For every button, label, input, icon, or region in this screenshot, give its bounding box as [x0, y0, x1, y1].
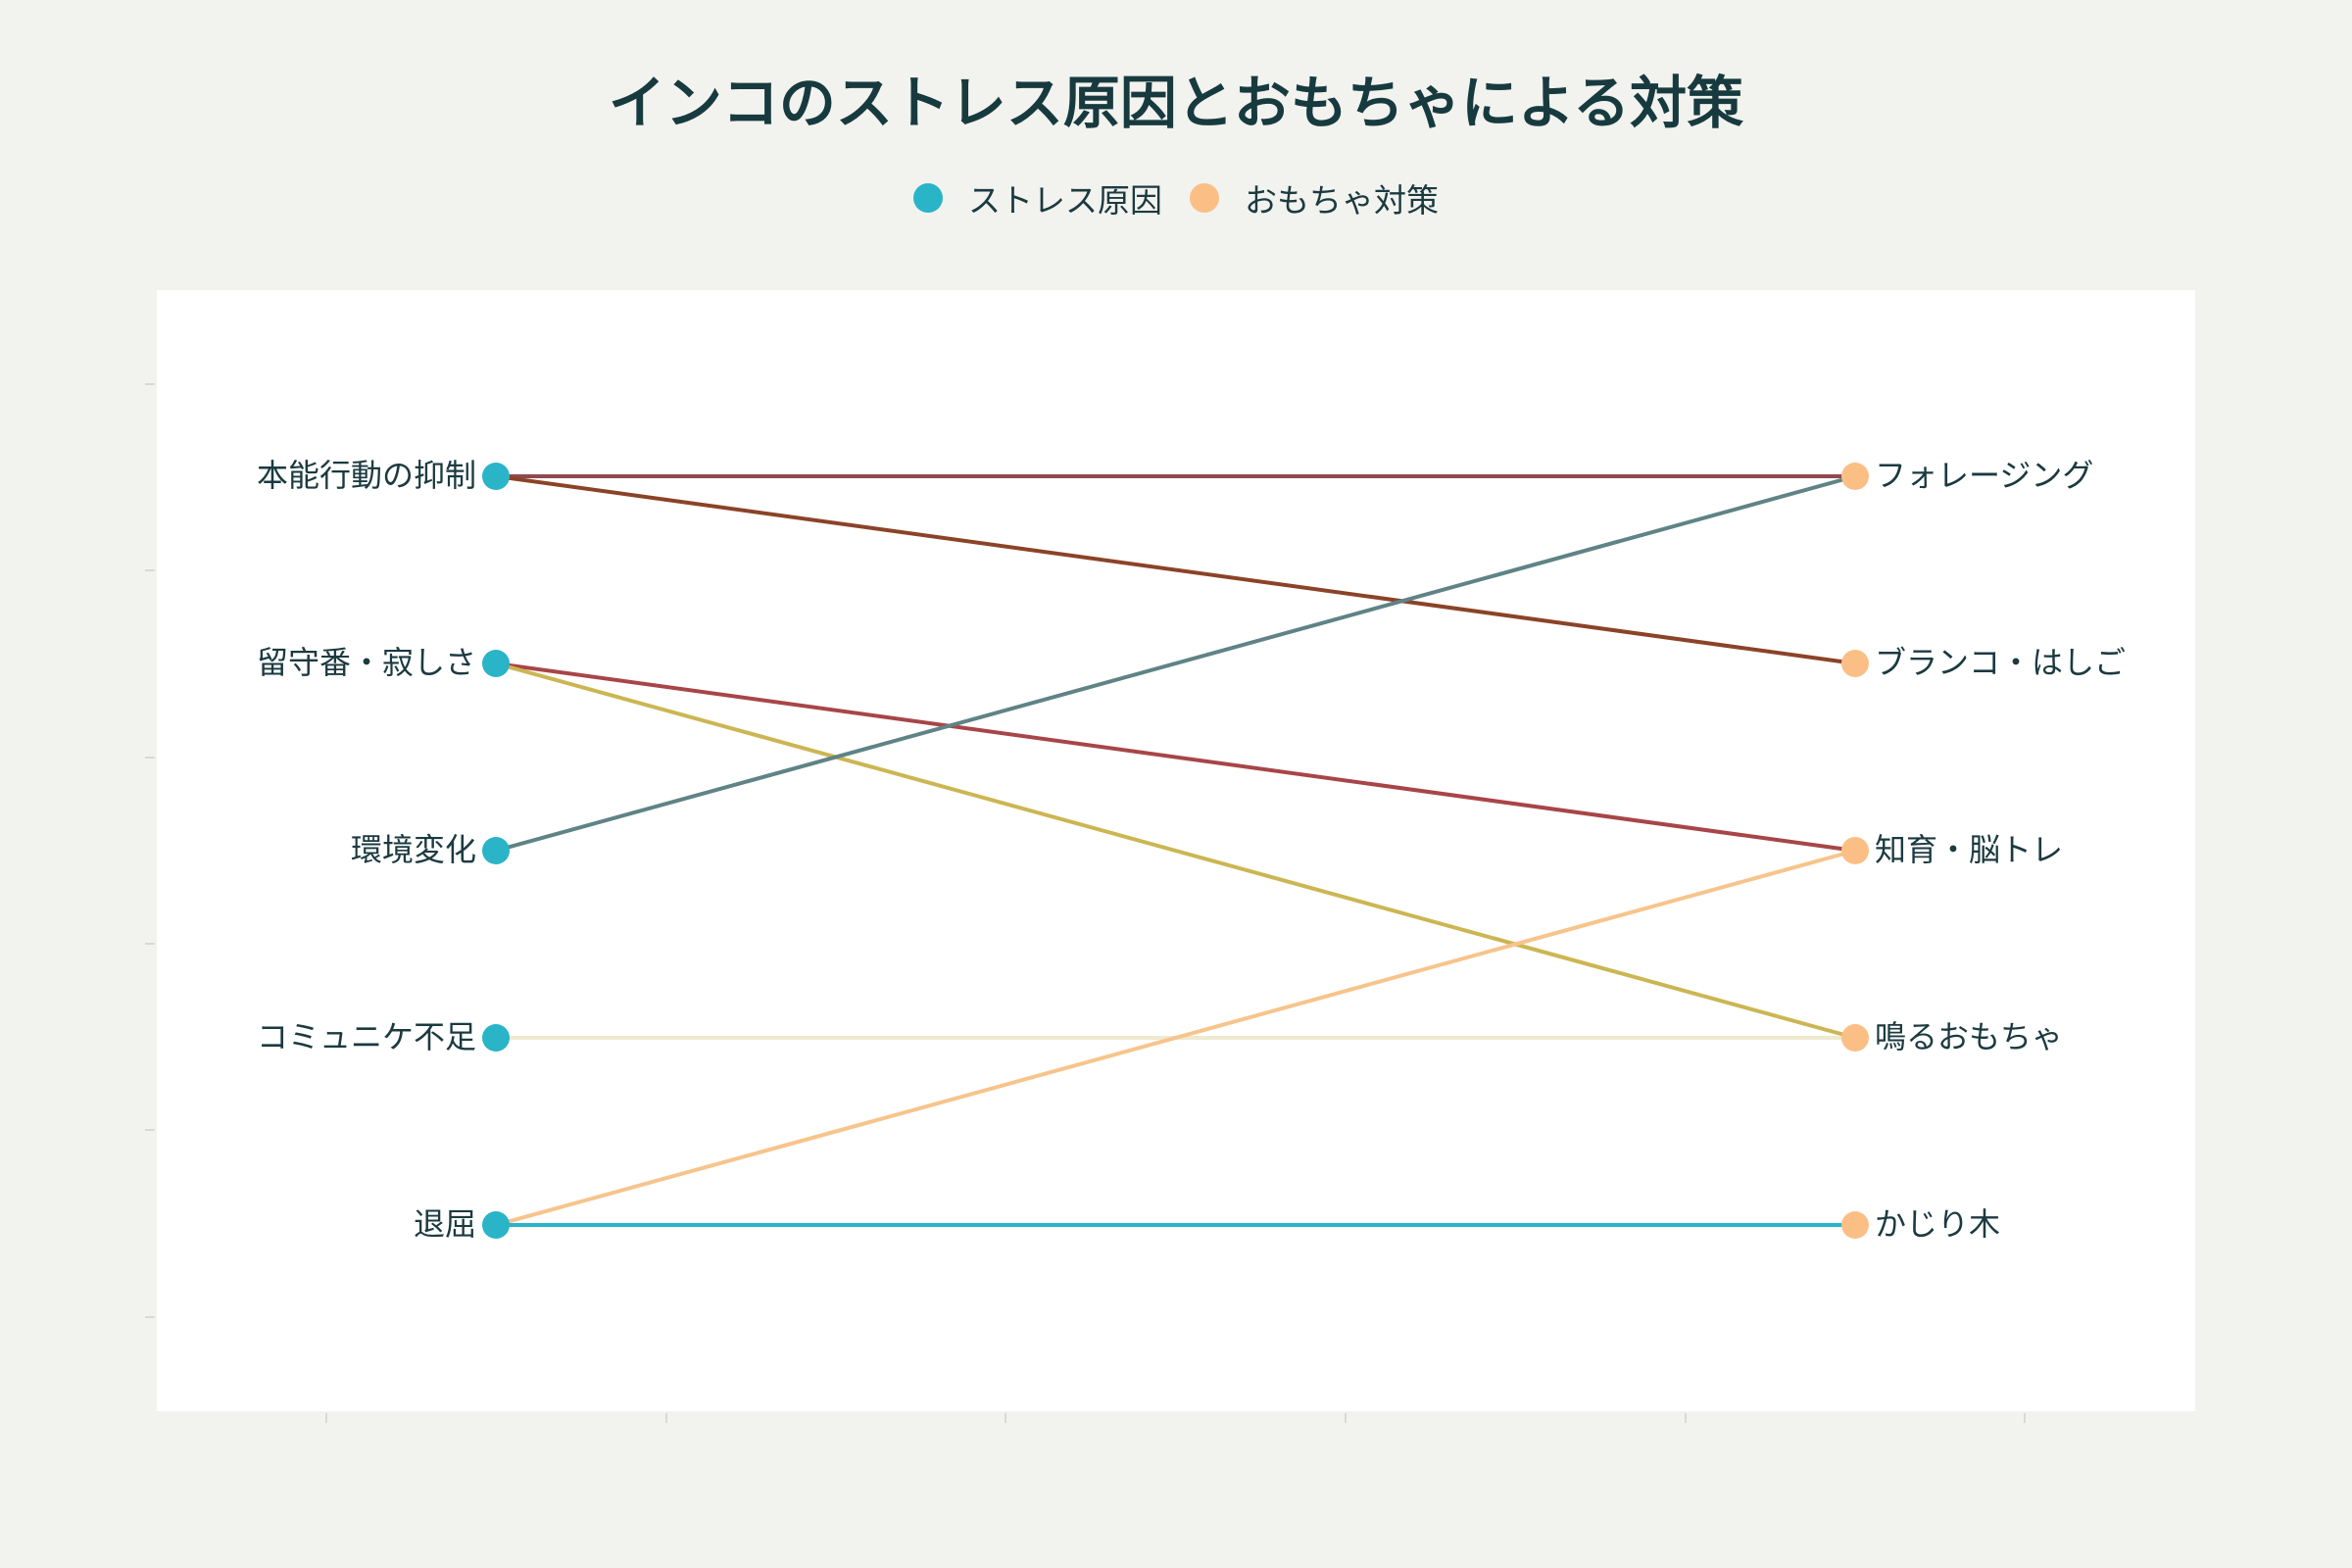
- toy-node-4: [1841, 1211, 1869, 1239]
- cause-node-3: [482, 1024, 510, 1052]
- link-line-3: [494, 662, 1857, 1040]
- legend-causes-label: ストレス原因: [968, 181, 1162, 220]
- toy-node-0: [1841, 463, 1869, 490]
- link-line-1: [494, 474, 1857, 665]
- toy-node-2: [1841, 837, 1869, 864]
- legend-toys-label: おもちゃ対策: [1245, 181, 1439, 220]
- cause-node-0: [482, 463, 510, 490]
- legend-item-toys[interactable]: おもちゃ対策: [1190, 174, 1439, 221]
- link-line-2: [494, 662, 1857, 853]
- toy-label-0: フォレージング: [1875, 457, 2093, 494]
- cause-label-0: 本能行動の抑制: [257, 457, 476, 494]
- cause-node-4: [482, 1211, 510, 1239]
- toy-label-2: 知育・脳トレ: [1875, 831, 2063, 868]
- cause-label-3: コミュニケ不足: [257, 1018, 476, 1055]
- legend-toys-marker: [1190, 183, 1219, 213]
- toy-node-1: [1841, 650, 1869, 677]
- link-line-6: [494, 849, 1857, 1227]
- toy-label-3: 鳴るおもちゃ: [1875, 1018, 2063, 1055]
- legend-causes-marker: [913, 183, 943, 213]
- cause-label-2: 環境変化: [351, 831, 476, 868]
- link-line-4: [494, 474, 1857, 853]
- link-lines: [494, 474, 1857, 1227]
- toy-label-4: かじり木: [1875, 1205, 2000, 1243]
- legend-item-causes[interactable]: ストレス原因: [913, 174, 1162, 221]
- toy-label-1: ブランコ・はしご: [1875, 644, 2126, 681]
- toy-node-3: [1841, 1024, 1869, 1052]
- cause-label-4: 退屈: [414, 1205, 476, 1243]
- nodes: [482, 463, 1869, 1239]
- chart-title: インコのストレス原因とおもちゃによる対策: [608, 70, 1744, 136]
- cause-node-1: [482, 650, 510, 677]
- legend: ストレス原因 おもちゃ対策: [0, 174, 2352, 221]
- cause-node-2: [482, 837, 510, 864]
- axis-ticks: [145, 383, 2026, 1423]
- cause-label-1: 留守番・寂しさ: [257, 644, 476, 681]
